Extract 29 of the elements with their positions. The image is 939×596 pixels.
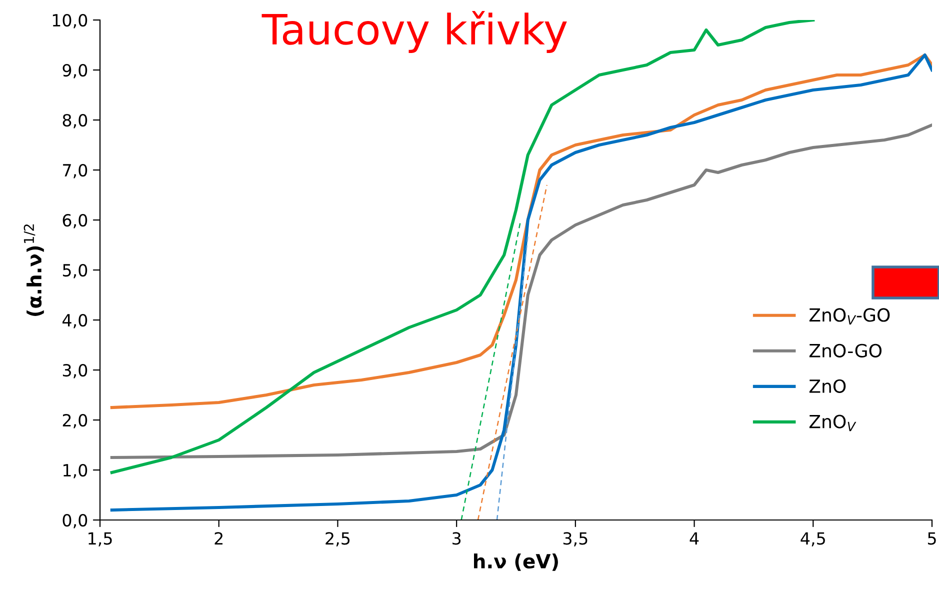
legend-label: ZnO$_{V}$-GO (809, 308, 890, 325)
chart-title: Taucovy křivky (262, 11, 567, 53)
y-tick-label: 3,0 (62, 364, 88, 378)
line-series (110, 53, 932, 512)
y-tick-label: 9,0 (62, 64, 88, 78)
x-tick-label: 1,5 (88, 532, 112, 546)
y-tick-label: 10,0 (52, 14, 88, 28)
x-tick-label: 2 (214, 532, 222, 544)
line-series (110, 53, 932, 410)
x-axis-title: h.ν (eV) (474, 553, 558, 571)
y-tick-label: 1,0 (64, 464, 88, 478)
x-tick-label: 3 (452, 532, 461, 545)
y-tick-label: 8,0 (62, 114, 88, 128)
y-tick-label: 0,0 (62, 514, 88, 528)
y-tick-label: 6,0 (62, 214, 88, 228)
x-tick-label: 2,5 (326, 532, 350, 546)
x-tick-label: 5 (928, 532, 936, 545)
legend-label: ZnO$_{V}$ (809, 414, 856, 432)
x-tick-label: 4 (690, 532, 699, 544)
x-tick-label: 4,5 (800, 532, 825, 546)
line-series (110, 123, 932, 460)
y-tick-label: 5,0 (62, 264, 88, 278)
y-axis-title: (α.h.ν)$^{1/2}$ (24, 224, 44, 316)
y-tick-label: 4,0 (62, 314, 88, 328)
legend-label: ZnO-GO (809, 344, 882, 358)
y-tick-label: 7,0 (63, 164, 88, 178)
legend-label: ZnO (809, 379, 846, 394)
x-tick-label: 3,5 (563, 532, 588, 546)
y-tick-label: 2,0 (62, 414, 88, 428)
